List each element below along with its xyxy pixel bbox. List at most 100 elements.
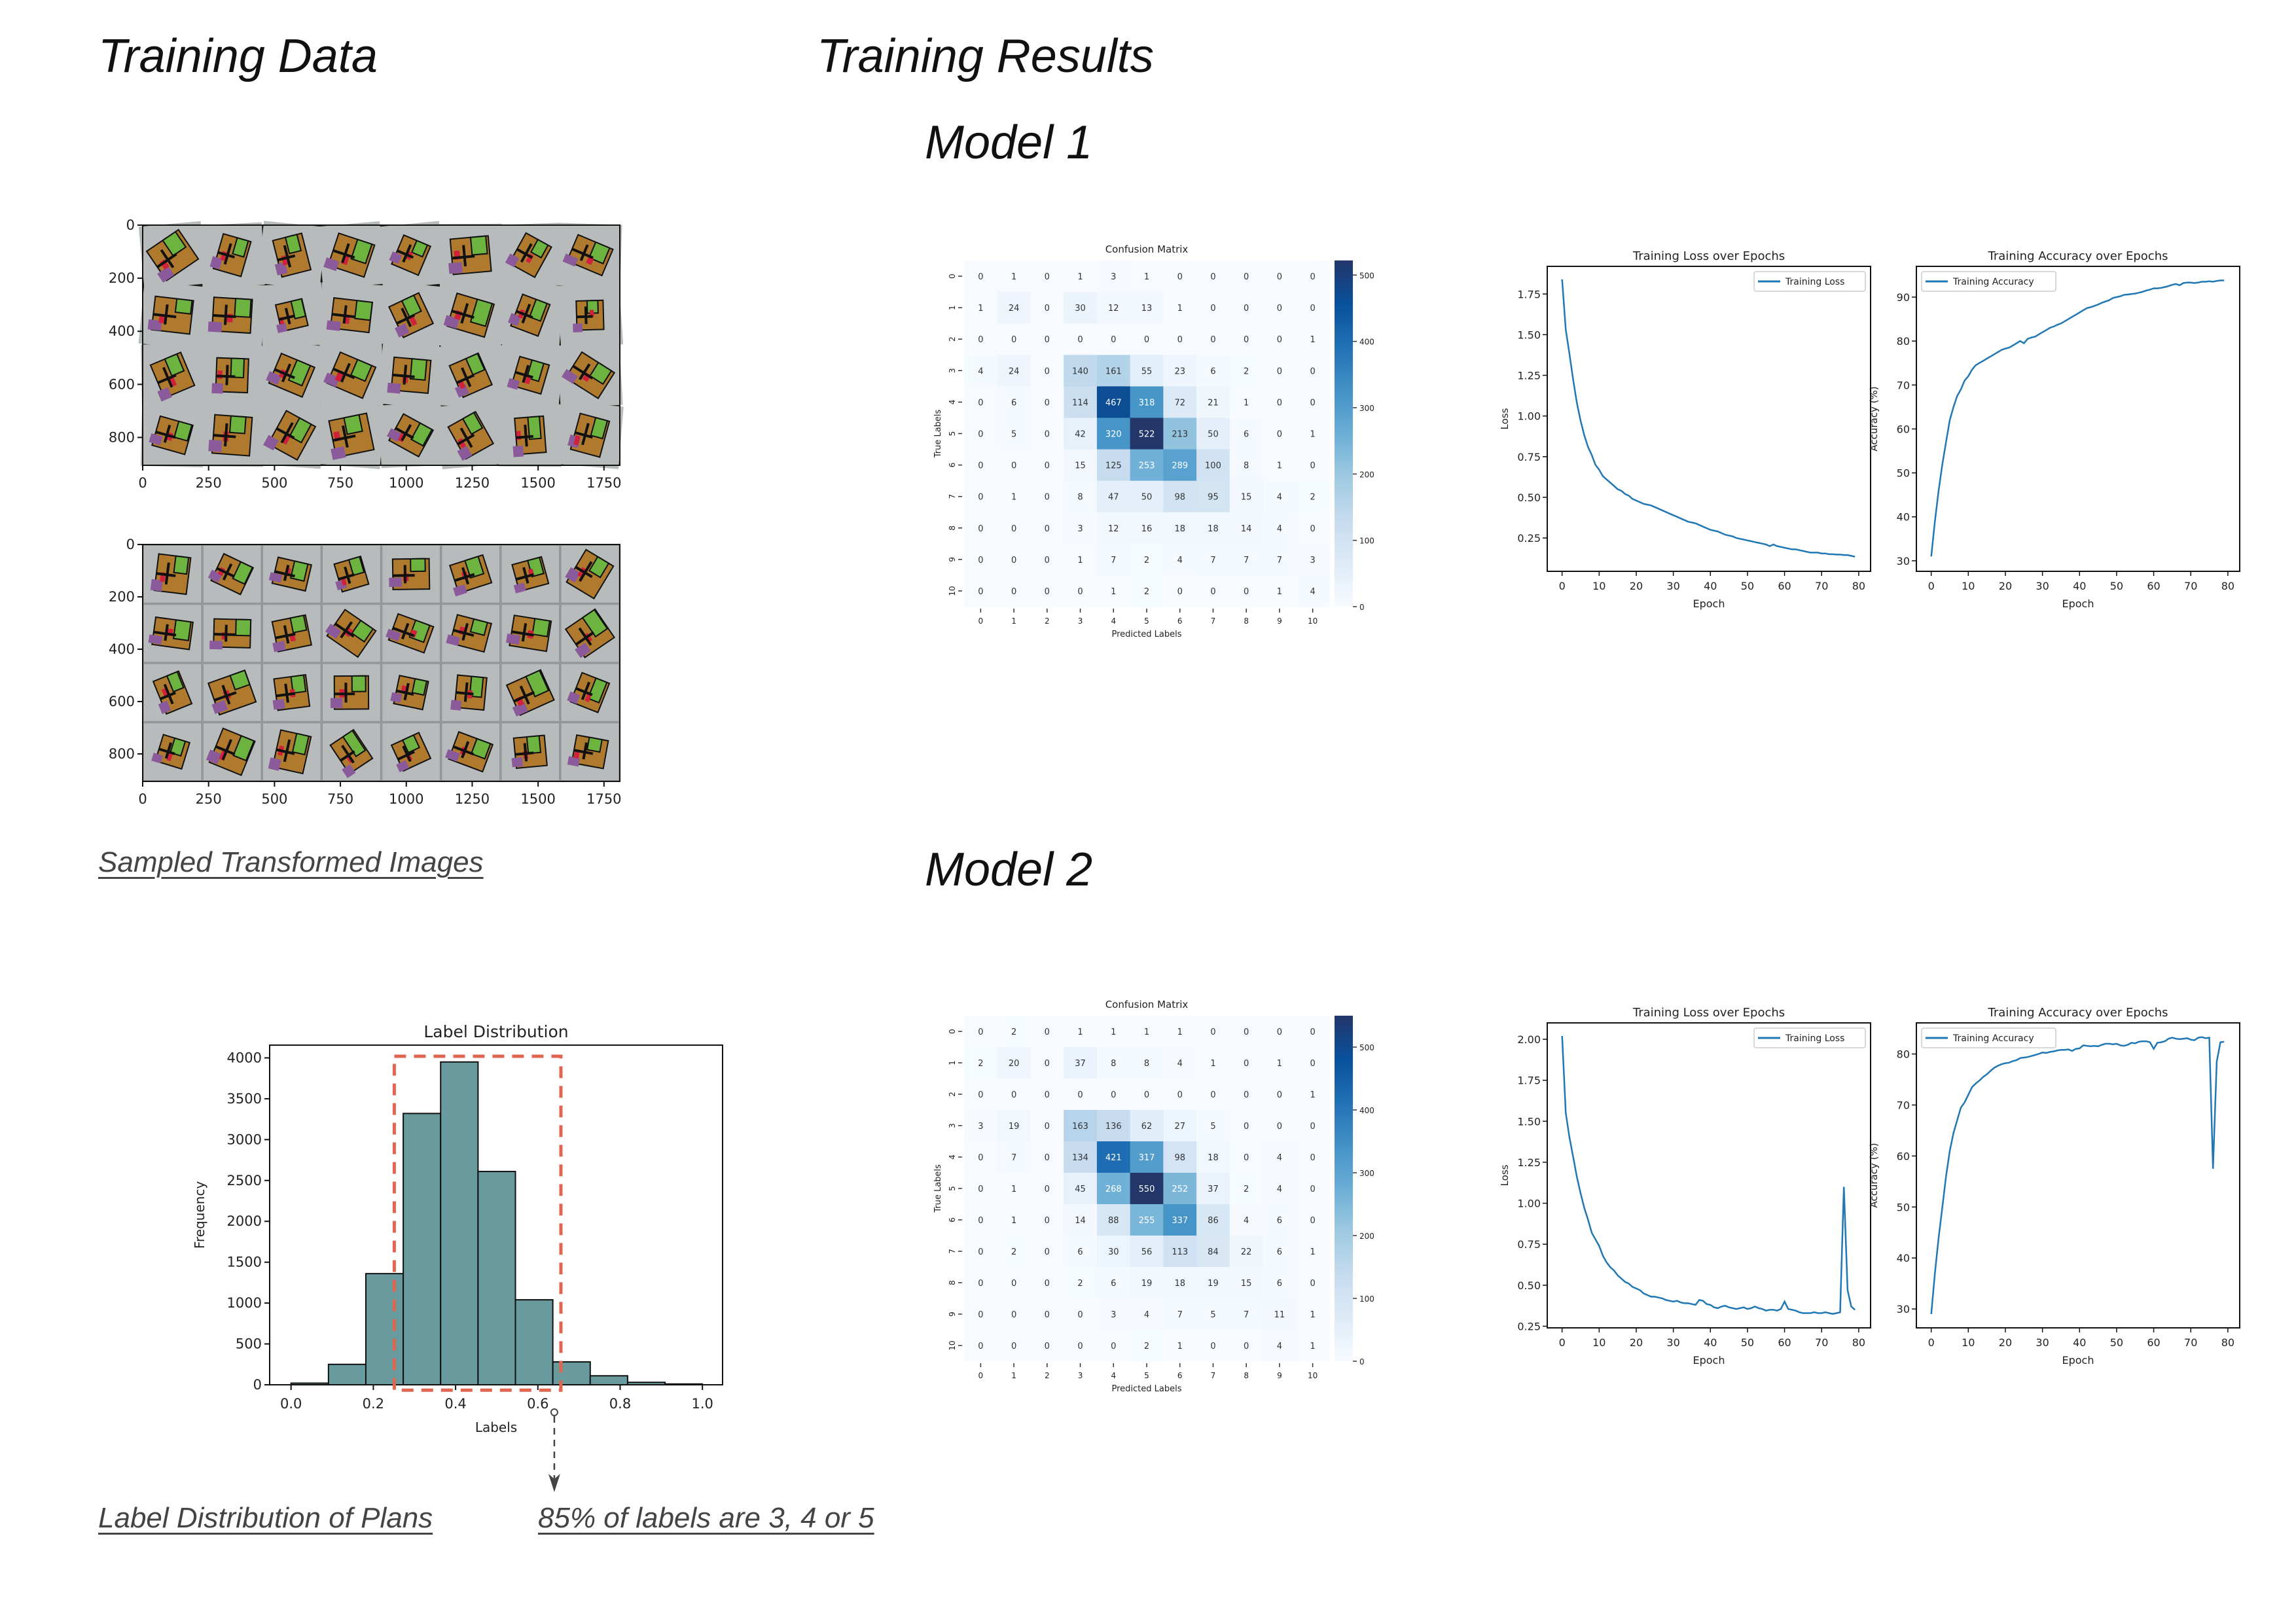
- x-tick-label: 30: [2036, 1336, 2049, 1349]
- cell-value: 0: [1045, 335, 1050, 345]
- y-tick-label: 1000: [227, 1295, 262, 1311]
- wall: [514, 370, 533, 379]
- heatmap-cell: [1096, 292, 1131, 324]
- cell-value: 0: [1277, 1090, 1282, 1100]
- sample-image-tile: [440, 663, 501, 722]
- cell-value: 0: [1277, 1027, 1282, 1037]
- x-tick-label: 30: [1666, 1336, 1679, 1349]
- legend-box: [1753, 271, 1866, 292]
- line-chart: 0 10 20 30 40 50 60 70 80 30 40 50 60 70 80 Training Ac…: [1868, 1006, 2240, 1366]
- cell-value: 5: [1011, 430, 1016, 440]
- room: [289, 417, 312, 444]
- floorplan: [567, 412, 611, 458]
- heatmap-cell: [1229, 418, 1264, 450]
- heatmap-cell: [997, 386, 1031, 418]
- room: [389, 577, 402, 587]
- cell-value: 37: [1208, 1185, 1219, 1194]
- room: [528, 298, 548, 322]
- wall: [461, 567, 470, 585]
- room: [164, 353, 185, 377]
- room: [289, 615, 308, 633]
- cell-value: 0: [1077, 587, 1083, 597]
- heatmap-cell: [997, 1267, 1031, 1299]
- heatmap-cell: [1296, 1079, 1330, 1111]
- x-tick-label: 20: [1630, 1336, 1643, 1349]
- cell-value: 0: [1045, 524, 1050, 534]
- y-tick-label: 1.75: [1517, 1075, 1541, 1087]
- floorplan: [268, 729, 312, 775]
- room: [235, 618, 252, 637]
- cell-value: 0: [978, 272, 983, 282]
- cell-value: 0: [978, 587, 983, 597]
- heatmap-cell: [1196, 386, 1230, 418]
- room: [577, 567, 586, 578]
- floorplan: [152, 670, 193, 715]
- y-tick-label: 70: [1897, 1099, 1910, 1111]
- x-axis-label: Predicted Labels: [1111, 630, 1181, 639]
- heatmap-cell: [1163, 1016, 1197, 1048]
- cell-value: 4: [1177, 1059, 1183, 1069]
- cell-value: 268: [1105, 1185, 1122, 1194]
- cell-value: 47: [1108, 493, 1119, 503]
- heatmap-cell: [1163, 1173, 1197, 1205]
- room: [573, 435, 581, 446]
- x-tick-label: 0.0: [280, 1396, 302, 1412]
- wall: [340, 750, 355, 762]
- sample-image-tile: [557, 342, 623, 408]
- heatmap-cell: [1263, 260, 1297, 293]
- cell-value: 14: [1241, 524, 1252, 534]
- room: [512, 445, 524, 457]
- x-tick-label: 70: [1815, 580, 1828, 592]
- cell-value: 1: [1111, 1027, 1116, 1037]
- y-axis-label: True Labels: [933, 409, 943, 458]
- room: [573, 323, 583, 332]
- x-axis-label: Epoch: [1693, 1354, 1725, 1366]
- cell-value: 7: [1244, 1310, 1249, 1320]
- cell-value: 1: [1144, 1027, 1149, 1037]
- wall: [573, 749, 594, 755]
- wall: [453, 628, 475, 637]
- room: [147, 319, 162, 331]
- floorplan: [562, 234, 614, 277]
- cell-value: 0: [978, 430, 983, 440]
- heatmap-cell: [1163, 292, 1197, 324]
- heatmap-cell: [1030, 1173, 1064, 1205]
- heatmap-cell: [964, 1047, 998, 1079]
- heatmap-cell: [1263, 1016, 1297, 1048]
- sample-image-tile: [258, 401, 325, 469]
- heatmap-cell: [1229, 292, 1264, 324]
- cell-value: 0: [1244, 1122, 1249, 1132]
- wall: [163, 424, 171, 443]
- x-tick-label: 0: [1928, 580, 1935, 592]
- x-tick-label: 6: [1177, 1371, 1183, 1380]
- x-tick-label: 10: [1962, 580, 1975, 592]
- cell-value: 0: [1077, 1310, 1083, 1320]
- heatmap-cell: [1263, 1079, 1297, 1111]
- cell-value: 0: [1244, 272, 1249, 282]
- cell-value: 6: [1011, 398, 1016, 408]
- wall: [575, 687, 593, 696]
- room: [350, 359, 373, 382]
- heatmap-cell: [1229, 1236, 1264, 1268]
- sample-image-tile: [199, 222, 265, 289]
- cell-value: 550: [1139, 1185, 1155, 1194]
- heatmap-cell: [997, 292, 1031, 324]
- room: [390, 692, 403, 703]
- room: [525, 669, 550, 698]
- room: [158, 700, 171, 714]
- cell-value: 0: [1277, 430, 1282, 440]
- cell-value: 2: [1011, 1247, 1016, 1257]
- y-axis-label: Frequency: [192, 1181, 207, 1249]
- wall: [213, 434, 236, 438]
- heatmap-cell: [1196, 1110, 1230, 1142]
- cell-value: 1: [1310, 1342, 1315, 1351]
- room: [272, 698, 285, 710]
- cell-value: 1: [1310, 1090, 1315, 1100]
- cell-value: 0: [1310, 272, 1315, 282]
- cell-value: 0: [1011, 587, 1016, 597]
- heatmap-cell: [1130, 260, 1164, 293]
- cell-value: 98: [1174, 1153, 1185, 1163]
- sample-image-tile: [321, 663, 382, 722]
- sample-image-tile: [501, 544, 560, 604]
- cell-value: 4: [1277, 493, 1282, 503]
